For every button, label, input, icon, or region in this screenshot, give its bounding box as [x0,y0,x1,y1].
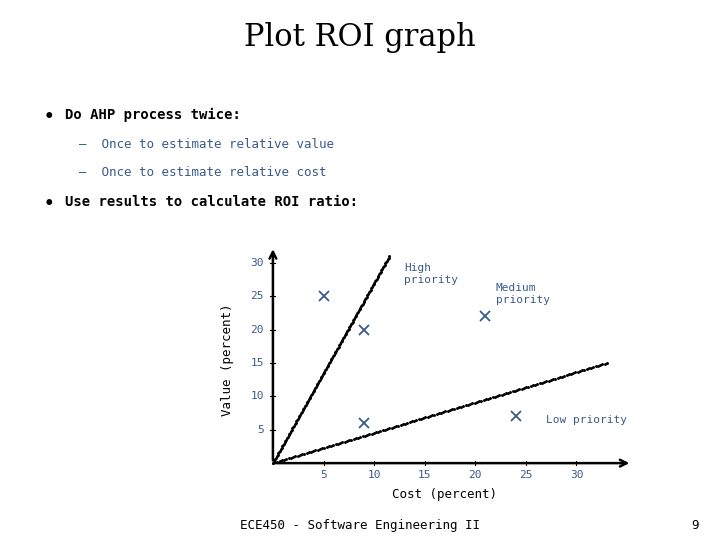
Text: 20: 20 [469,470,482,480]
Text: Low priority: Low priority [546,415,627,425]
Text: 15: 15 [418,470,431,480]
Text: 10: 10 [251,392,264,401]
Text: 30: 30 [570,470,583,480]
Text: Medium
priority: Medium priority [495,283,549,305]
Text: Use results to calculate ROI ratio:: Use results to calculate ROI ratio: [65,195,358,210]
Text: –  Once to estimate relative value: – Once to estimate relative value [79,138,334,151]
Text: 25: 25 [519,470,533,480]
Text: Cost (percent): Cost (percent) [392,489,498,502]
Text: ECE450 - Software Engineering II: ECE450 - Software Engineering II [240,519,480,532]
Text: 5: 5 [320,470,327,480]
Text: Value (percent): Value (percent) [221,303,234,416]
Text: Do AHP process twice:: Do AHP process twice: [65,108,240,122]
Text: 25: 25 [251,292,264,301]
Text: 30: 30 [251,258,264,268]
Text: •: • [43,108,54,126]
Text: 20: 20 [251,325,264,335]
Text: 10: 10 [367,470,381,480]
Text: 15: 15 [251,358,264,368]
Text: High
priority: High priority [405,263,459,285]
Text: 5: 5 [257,425,264,435]
Text: 9: 9 [691,519,698,532]
Text: Plot ROI graph: Plot ROI graph [244,22,476,52]
Text: –  Once to estimate relative cost: – Once to estimate relative cost [79,166,327,179]
Text: •: • [43,195,54,213]
